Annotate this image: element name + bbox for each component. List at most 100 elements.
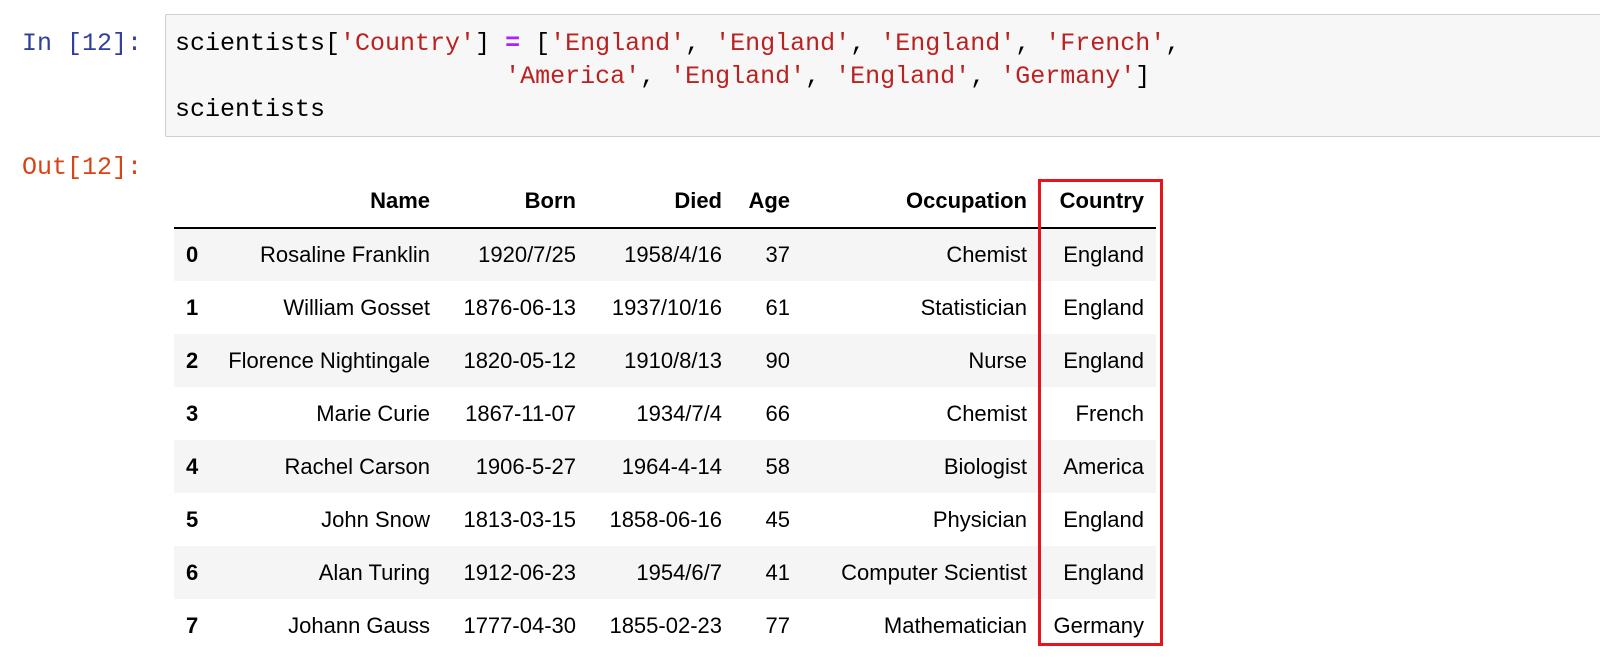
row-index: 6 — [186, 559, 199, 585]
dataframe-table: Name Born Died Age Occupation Country 0 … — [174, 175, 1156, 652]
table-row: 4 Rachel Carson 1906-5-27 1964-4-14 58 B… — [174, 440, 1156, 493]
cell-occupation: Statistician — [920, 294, 1027, 320]
cell-country: America — [1063, 453, 1144, 479]
code-token: 'England' — [550, 29, 686, 58]
code-token: 'England' — [835, 62, 971, 91]
cell-occupation: Biologist — [943, 453, 1027, 479]
cell-died: 1858-06-16 — [609, 506, 722, 532]
index-header — [174, 175, 212, 229]
row-index: 3 — [186, 400, 199, 426]
code-token: , — [805, 62, 836, 91]
cell-occupation: Chemist — [946, 242, 1027, 267]
code-line: scientists — [175, 95, 325, 124]
code-token: 'Country' — [340, 29, 476, 58]
code-token: [ — [520, 29, 551, 58]
cell-died: 1934/7/4 — [636, 400, 722, 426]
code-token — [175, 62, 505, 91]
cell-country: England — [1063, 242, 1144, 267]
code-token: scientists[ — [175, 29, 341, 58]
code-token: 'America' — [505, 62, 641, 91]
cell-died: 1964-4-14 — [621, 453, 722, 479]
cell-occupation: Physician — [932, 506, 1027, 532]
cell-age: 45 — [765, 506, 790, 532]
cell-age: 58 — [765, 453, 790, 479]
cell-born: 1813-03-15 — [463, 506, 576, 532]
code-token: 'French' — [1045, 29, 1166, 58]
table-header-row: Name Born Died Age Occupation Country — [174, 175, 1156, 229]
cell-occupation: Mathematician — [883, 612, 1027, 638]
cell-died: 1954/6/7 — [636, 559, 722, 585]
cell-age: 41 — [765, 559, 790, 585]
code-token: , — [640, 62, 671, 91]
cell-name: Rosaline Franklin — [260, 242, 430, 267]
cell-born: 1920/7/25 — [478, 242, 576, 267]
code-token: ] — [475, 29, 506, 58]
column-header-occupation: Occupation — [802, 175, 1039, 229]
output-prompt: Out[12]: — [22, 153, 143, 182]
table-row: 3 Marie Curie 1867-11-07 1934/7/4 66 Che… — [174, 387, 1156, 440]
code-editor[interactable]: scientists['Country'] = ['England', 'Eng… — [175, 27, 1180, 126]
cell-country: England — [1063, 559, 1144, 585]
cell-name: John Snow — [321, 506, 430, 532]
code-token: = — [505, 29, 521, 58]
column-header-name: Name — [212, 175, 442, 229]
code-token: , — [685, 29, 716, 58]
cell-name: Florence Nightingale — [228, 347, 430, 373]
row-index: 2 — [186, 347, 199, 373]
code-input-area[interactable]: scientists['Country'] = ['England', 'Eng… — [165, 14, 1600, 137]
cell-country: England — [1063, 347, 1144, 373]
cell-born: 1906-5-27 — [475, 453, 576, 479]
cell-born: 1867-11-07 — [465, 400, 576, 426]
code-token: 'Germany' — [1000, 62, 1136, 91]
cell-country: England — [1063, 506, 1144, 532]
cell-name: Rachel Carson — [284, 453, 430, 479]
cell-name: Marie Curie — [316, 400, 430, 426]
column-header-age: Age — [734, 175, 802, 229]
row-index: 5 — [186, 506, 199, 532]
table-row: 5 John Snow 1813-03-15 1858-06-16 45 Phy… — [174, 493, 1156, 546]
cell-occupation: Nurse — [968, 347, 1027, 373]
code-token: , — [1165, 29, 1181, 58]
table-row: 1 William Gosset 1876-06-13 1937/10/16 6… — [174, 281, 1156, 334]
cell-occupation: Computer Scientist — [841, 559, 1027, 585]
code-token: 'England' — [880, 29, 1016, 58]
cell-born: 1777-04-30 — [463, 612, 576, 638]
column-header-country: Country — [1039, 175, 1156, 229]
code-token: , — [850, 29, 881, 58]
cell-age: 66 — [765, 400, 790, 426]
cell-age: 77 — [765, 612, 790, 638]
code-token: 'England' — [715, 29, 851, 58]
table-row: 6 Alan Turing 1912-06-23 1954/6/7 41 Com… — [174, 546, 1156, 599]
code-token: scientists — [175, 95, 326, 124]
cell-born: 1912-06-23 — [463, 559, 576, 585]
cell-died: 1958/4/16 — [624, 242, 722, 267]
column-header-died: Died — [588, 175, 734, 229]
row-index: 4 — [186, 453, 199, 479]
row-index: 7 — [186, 612, 199, 638]
code-token: 'England' — [670, 62, 806, 91]
row-index: 1 — [186, 294, 199, 320]
cell-name: William Gosset — [283, 294, 430, 320]
cell-country: Germany — [1053, 612, 1144, 638]
table-row: 7 Johann Gauss 1777-04-30 1855-02-23 77 … — [174, 599, 1156, 652]
cell-name: Johann Gauss — [288, 612, 430, 638]
code-token: , — [1015, 29, 1046, 58]
cell-died: 1855-02-23 — [609, 612, 722, 638]
code-token: ] — [1135, 62, 1151, 91]
cell-occupation: Chemist — [946, 400, 1027, 426]
cell-country: England — [1063, 294, 1144, 320]
cell-died: 1910/8/13 — [624, 347, 722, 373]
input-prompt: In [12]: — [22, 29, 143, 58]
code-line: 'America', 'England', 'England', 'German… — [175, 62, 1150, 91]
code-line: scientists['Country'] = ['England', 'Eng… — [175, 29, 1180, 58]
cell-age: 37 — [765, 242, 790, 267]
cell-age: 61 — [765, 294, 790, 320]
row-index: 0 — [186, 242, 199, 267]
cell-name: Alan Turing — [318, 559, 430, 585]
table-row: 2 Florence Nightingale 1820-05-12 1910/8… — [174, 334, 1156, 387]
cell-died: 1937/10/16 — [611, 294, 722, 320]
cell-born: 1820-05-12 — [463, 347, 576, 373]
cell-country: French — [1075, 400, 1144, 426]
code-token: , — [970, 62, 1001, 91]
cell-age: 90 — [765, 347, 790, 373]
